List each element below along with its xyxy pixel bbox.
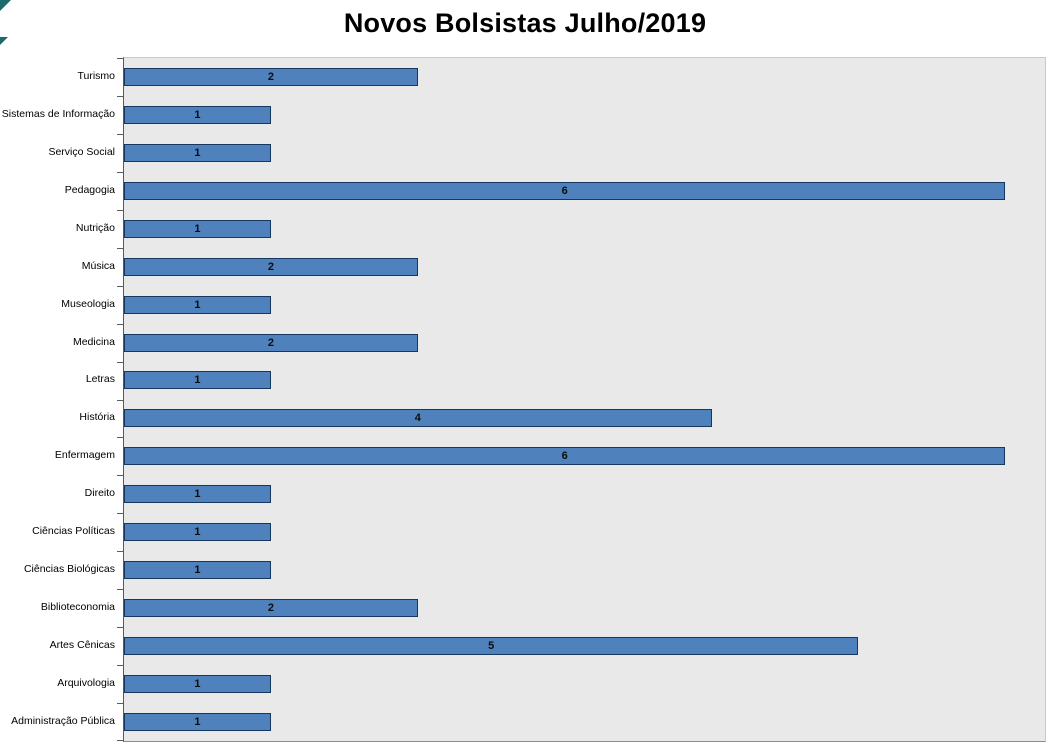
bar: 2 xyxy=(124,599,418,618)
bar-row: 1 xyxy=(124,286,1045,324)
category-axis: Turismo Sistemas de Informação Serviço Soc… xyxy=(0,57,122,740)
bar-value-label: 2 xyxy=(267,602,274,615)
bar: 1 xyxy=(124,674,271,693)
category-label: Sistemas de Informação xyxy=(1,107,115,120)
axis-tick xyxy=(117,323,123,325)
bar-row: 2 xyxy=(124,589,1045,627)
bar-value-label: 1 xyxy=(194,564,201,577)
bar-value-label: 4 xyxy=(414,412,421,425)
bar-row: 5 xyxy=(124,627,1045,665)
bar-row: 1 xyxy=(124,362,1045,400)
category-label: Ciências Políticas xyxy=(32,525,115,538)
category-label: Museologia xyxy=(61,297,115,310)
category-label: Música xyxy=(81,259,115,272)
category-label: Medicina xyxy=(72,335,115,348)
bar-row: 2 xyxy=(124,58,1045,96)
bar: 1 xyxy=(124,523,271,542)
bar: 2 xyxy=(124,67,418,86)
bar-row: 1 xyxy=(124,665,1045,703)
axis-tick xyxy=(117,361,123,363)
axis-tick xyxy=(117,285,123,287)
axis-tick xyxy=(117,475,123,477)
bar-row: 1 xyxy=(124,96,1045,134)
category-label: Direito xyxy=(84,487,115,500)
bar: 1 xyxy=(124,219,271,238)
axis-tick xyxy=(117,703,123,705)
axis-tick xyxy=(117,589,123,591)
axis-tick xyxy=(117,665,123,667)
category-label: Nutrição xyxy=(75,221,115,234)
bar-value-label: 1 xyxy=(194,222,201,235)
category-label: Arquivologia xyxy=(57,676,115,689)
axis-tick xyxy=(117,95,123,97)
bar-row: 1 xyxy=(124,513,1045,551)
bar: 1 xyxy=(124,712,271,731)
bar: 2 xyxy=(124,333,418,352)
axis-tick xyxy=(117,247,123,249)
bar-row: 4 xyxy=(124,399,1045,437)
axis-tick xyxy=(117,209,123,211)
axis-tick xyxy=(117,551,123,553)
category-label: Administração Pública xyxy=(11,714,115,727)
bar-row: 1 xyxy=(124,703,1045,741)
bar: 6 xyxy=(124,181,1006,200)
bar-value-label: 1 xyxy=(194,488,201,501)
bar-value-label: 6 xyxy=(561,184,568,197)
bar-row: 1 xyxy=(124,475,1045,513)
bar: 6 xyxy=(124,447,1006,466)
bar: 4 xyxy=(124,409,712,428)
bar-row: 6 xyxy=(124,172,1045,210)
bar: 1 xyxy=(124,485,271,504)
bar-row: 1 xyxy=(124,551,1045,589)
category-label: Pedagogia xyxy=(64,183,115,196)
bar-value-label: 2 xyxy=(267,336,274,349)
chart-title: Novos Bolsistas Julho/2019 xyxy=(343,8,707,38)
axis-tick xyxy=(117,58,123,59)
corner-mark-icon xyxy=(0,37,8,45)
bar-value-label: 2 xyxy=(267,70,274,83)
bar-value-label: 1 xyxy=(194,677,201,690)
axis-tick xyxy=(117,399,123,401)
bar-value-label: 6 xyxy=(561,450,568,463)
bar-row: 2 xyxy=(124,324,1045,362)
bar: 5 xyxy=(124,637,859,656)
category-label: Enfermagem xyxy=(54,449,115,462)
axis-tick xyxy=(117,171,123,173)
bar-value-label: 1 xyxy=(194,298,201,311)
bar-row: 1 xyxy=(124,134,1045,172)
bar: 1 xyxy=(124,143,271,162)
category-label: Artes Cênicas xyxy=(49,639,115,652)
axis-tick xyxy=(117,740,123,741)
bar-row: 6 xyxy=(124,437,1045,475)
category-label: História xyxy=(79,411,115,424)
bar-value-label: 1 xyxy=(194,715,201,728)
bar: 1 xyxy=(124,295,271,314)
bar: 2 xyxy=(124,257,418,276)
bar: 1 xyxy=(124,371,271,390)
axis-tick xyxy=(117,437,123,439)
category-label: Letras xyxy=(85,373,115,386)
axis-tick xyxy=(117,627,123,629)
axis-tick xyxy=(117,513,123,515)
bar-value-label: 1 xyxy=(194,146,201,159)
bar-row: 1 xyxy=(124,210,1045,248)
bar-value-label: 1 xyxy=(194,374,201,387)
category-label: Biblioteconomia xyxy=(40,601,115,614)
category-label: Serviço Social xyxy=(48,145,115,158)
category-label: Ciências Biológicas xyxy=(23,563,115,576)
bar-value-label: 2 xyxy=(267,260,274,273)
corner-mark-icon xyxy=(0,0,11,11)
category-label: Turismo xyxy=(77,69,115,82)
bar: 1 xyxy=(124,561,271,580)
axis-tick xyxy=(117,133,123,135)
bar-value-label: 1 xyxy=(194,526,201,539)
bar-value-label: 5 xyxy=(488,640,495,653)
bar-row: 2 xyxy=(124,248,1045,286)
bar-value-label: 1 xyxy=(194,108,201,121)
bar: 1 xyxy=(124,105,271,124)
